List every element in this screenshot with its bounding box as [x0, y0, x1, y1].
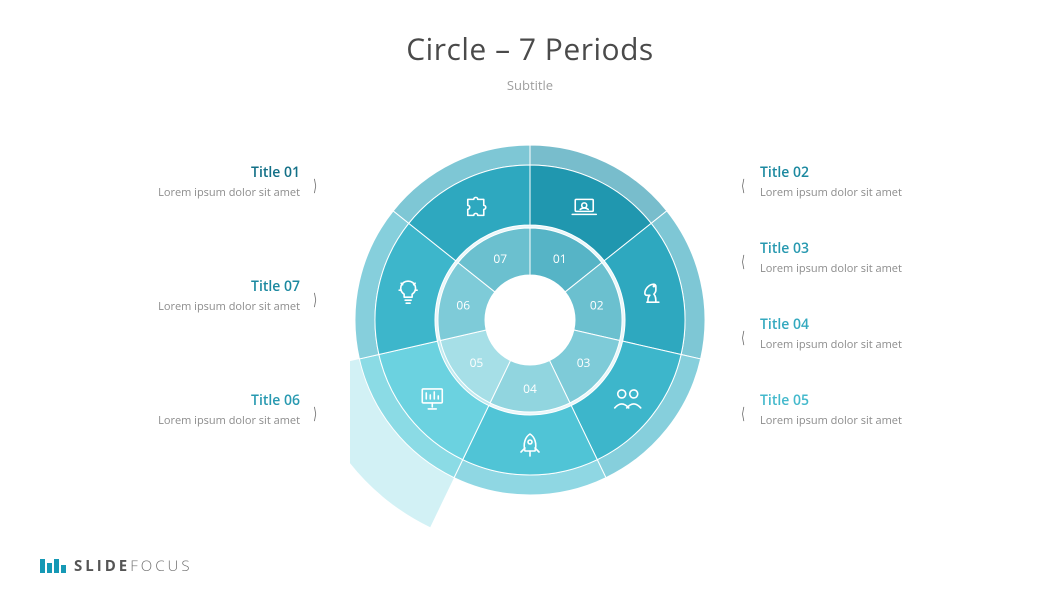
label-02: Title 02 Lorem ipsum dolor sit amet [760, 164, 990, 200]
label-title: Title 02 [760, 164, 990, 182]
page-subtitle: Subtitle [0, 76, 1060, 94]
segment-number: 05 [470, 354, 484, 371]
chevron-left-icon: ⟨ [741, 174, 745, 196]
chevron-right-icon: ⟩ [313, 402, 317, 424]
segment-number: 06 [456, 296, 470, 313]
label-desc: Lorem ipsum dolor sit amet [70, 414, 300, 428]
chevron-left-icon: ⟨ [741, 326, 745, 348]
label-title: Title 01 [70, 164, 300, 182]
segment-number: 02 [590, 296, 604, 313]
label-03: Title 03 Lorem ipsum dolor sit amet [760, 240, 990, 276]
label-title: Title 06 [70, 392, 300, 410]
brand-word1: SLIDE [74, 556, 130, 576]
label-07: Title 07 Lorem ipsum dolor sit amet [70, 278, 300, 314]
chevron-right-icon: ⟩ [313, 174, 317, 196]
chevron-right-icon: ⟩ [313, 288, 317, 310]
label-06: Title 06 Lorem ipsum dolor sit amet [70, 392, 300, 428]
chevron-left-icon: ⟨ [741, 402, 745, 424]
label-title: Title 05 [760, 392, 990, 410]
brand-logo: SLIDEFOCUS [40, 556, 193, 576]
brand-word2: FOCUS [130, 556, 192, 576]
label-desc: Lorem ipsum dolor sit amet [760, 338, 990, 352]
label-desc: Lorem ipsum dolor sit amet [70, 186, 300, 200]
label-desc: Lorem ipsum dolor sit amet [70, 300, 300, 314]
segment-number: 01 [553, 250, 567, 267]
segment-number: 03 [577, 354, 591, 371]
chevron-left-icon: ⟨ [741, 250, 745, 272]
label-title: Title 03 [760, 240, 990, 258]
segment-number: 07 [493, 250, 507, 267]
page-title: Circle – 7 Periods [0, 28, 1060, 69]
label-desc: Lorem ipsum dolor sit amet [760, 262, 990, 276]
label-05: Title 05 Lorem ipsum dolor sit amet [760, 392, 990, 428]
label-desc: Lorem ipsum dolor sit amet [760, 414, 990, 428]
brand-bars-icon [40, 559, 66, 573]
circle-chart: 01 02 03 04 05 06 07 [350, 120, 710, 560]
label-title: Title 07 [70, 278, 300, 296]
label-title: Title 04 [760, 316, 990, 334]
label-04: Title 04 Lorem ipsum dolor sit amet [760, 316, 990, 352]
segment-number: 04 [523, 380, 537, 397]
label-desc: Lorem ipsum dolor sit amet [760, 186, 990, 200]
label-01: Title 01 Lorem ipsum dolor sit amet [70, 164, 300, 200]
